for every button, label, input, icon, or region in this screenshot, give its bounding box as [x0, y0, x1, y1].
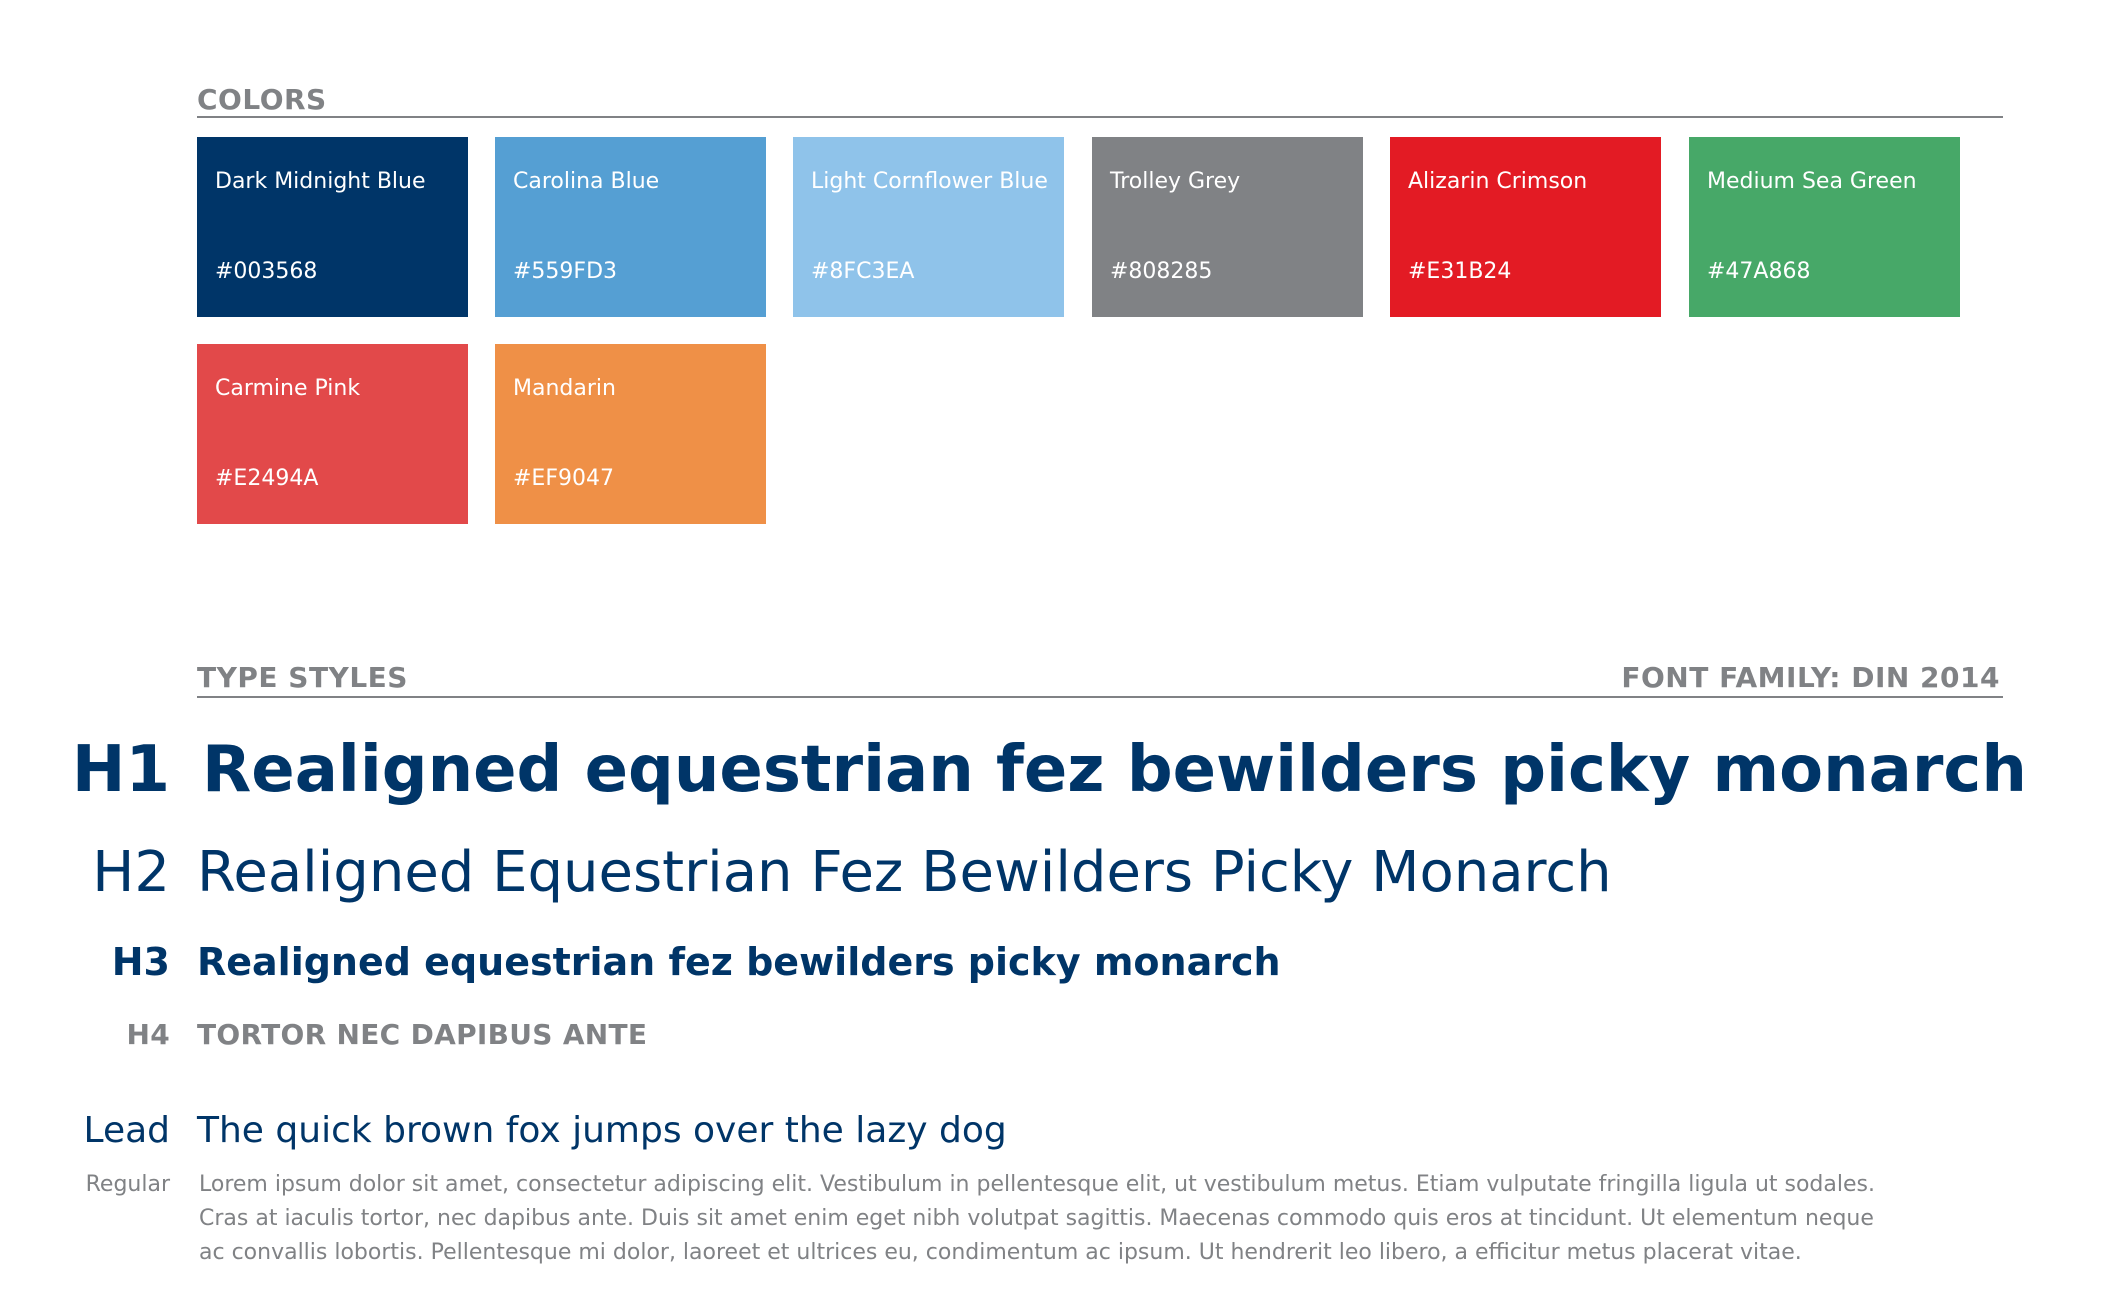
swatch-hex: #8FC3EA — [811, 259, 915, 284]
swatch-hex: #E31B24 — [1408, 259, 1512, 284]
h2-sample: Realigned Equestrian Fez Bewilders Picky… — [197, 840, 1612, 905]
color-swatch-medium-sea-green: Medium Sea Green #47A868 — [1689, 137, 1960, 317]
type-styles-divider — [197, 696, 2003, 698]
color-swatch-dark-midnight-blue: Dark Midnight Blue #003568 — [197, 137, 468, 317]
swatch-name: Trolley Grey — [1110, 169, 1241, 194]
font-family-label: FONT FAMILY: DIN 2014 — [1621, 661, 2000, 694]
color-swatch-carolina-blue: Carolina Blue #559FD3 — [495, 137, 766, 317]
colors-section-title: COLORS — [197, 83, 327, 116]
h4-sample: TORTOR NEC DAPIBUS ANTE — [197, 1018, 648, 1051]
h1-label: H1 — [71, 733, 170, 807]
h3-label: H3 — [111, 940, 170, 984]
h4-label: H4 — [126, 1018, 170, 1051]
swatch-hex: #003568 — [215, 259, 318, 284]
swatch-hex: #808285 — [1110, 259, 1213, 284]
swatch-hex: #559FD3 — [513, 259, 618, 284]
h1-sample: Realigned equestrian fez bewilders picky… — [202, 733, 2027, 807]
color-swatch-carmine-pink: Carmine Pink #E2494A — [197, 344, 468, 524]
swatch-hex: #E2494A — [215, 466, 319, 491]
type-styles-section-title: TYPE STYLES — [197, 661, 408, 694]
swatch-name: Medium Sea Green — [1707, 169, 1917, 194]
regular-sample: Lorem ipsum dolor sit amet, consectetur … — [199, 1172, 1875, 1265]
swatch-hex: #47A868 — [1707, 259, 1811, 284]
swatch-name: Mandarin — [513, 376, 616, 401]
h2-label: H2 — [92, 840, 170, 905]
lead-label: Lead — [83, 1110, 170, 1151]
color-swatch-trolley-grey: Trolley Grey #808285 — [1092, 137, 1363, 317]
color-swatch-mandarin: Mandarin #EF9047 — [495, 344, 766, 524]
regular-label: Regular — [85, 1172, 170, 1197]
swatch-hex: #EF9047 — [513, 466, 614, 491]
h3-sample: Realigned equestrian fez bewilders picky… — [197, 940, 1281, 984]
swatch-name: Carolina Blue — [513, 169, 660, 194]
swatch-name: Carmine Pink — [215, 376, 361, 401]
swatch-name: Dark Midnight Blue — [215, 169, 426, 194]
swatch-name: Alizarin Crimson — [1408, 169, 1588, 194]
lead-sample: The quick brown fox jumps over the lazy … — [197, 1110, 1007, 1151]
swatch-name: Light Cornflower Blue — [811, 169, 1048, 194]
color-swatch-light-cornflower-blue: Light Cornflower Blue #8FC3EA — [793, 137, 1064, 317]
colors-divider — [197, 116, 2003, 118]
color-swatch-alizarin-crimson: Alizarin Crimson #E31B24 — [1390, 137, 1661, 317]
